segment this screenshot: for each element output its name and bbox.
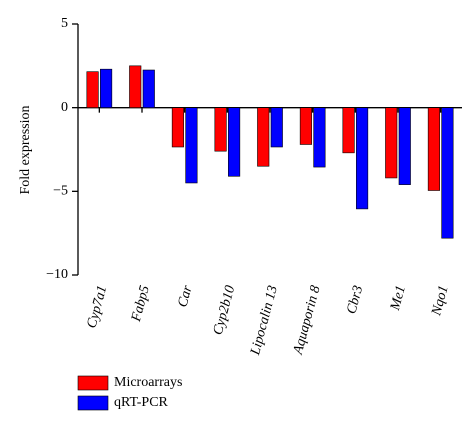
bar bbox=[129, 65, 142, 108]
x-tick-label: Cyp7a1 bbox=[85, 284, 111, 330]
legend-label: qRT-PCR bbox=[114, 395, 169, 410]
bar bbox=[214, 107, 227, 152]
bar bbox=[342, 107, 355, 154]
bar bbox=[100, 68, 113, 108]
x-tick-label: Lipocalin 13 bbox=[248, 284, 281, 358]
y-tick-label: 0 bbox=[61, 100, 68, 115]
bar bbox=[86, 71, 99, 108]
bar bbox=[171, 107, 184, 148]
y-tick-label: 5 bbox=[61, 16, 68, 31]
bar bbox=[313, 107, 326, 168]
x-tick-label: Cyp2b10 bbox=[211, 284, 239, 337]
bar bbox=[427, 107, 440, 191]
bar bbox=[299, 107, 312, 145]
bar bbox=[257, 107, 270, 167]
bar bbox=[385, 107, 398, 179]
x-tick-label: Car bbox=[176, 283, 196, 308]
x-tick-label: Cbr3 bbox=[344, 284, 366, 316]
x-tick-label: Fabp5 bbox=[129, 284, 153, 324]
bar bbox=[228, 107, 241, 177]
x-tick-label: Nqo1 bbox=[429, 284, 452, 318]
y-tick-label: −5 bbox=[53, 184, 68, 199]
legend-label: Microarrays bbox=[114, 375, 182, 390]
bar bbox=[398, 107, 411, 185]
x-tick-label: Aquaporin 8 bbox=[291, 284, 324, 357]
bar bbox=[185, 107, 198, 184]
bar bbox=[356, 107, 369, 210]
x-tick-label: Me1 bbox=[388, 284, 409, 313]
bar bbox=[441, 107, 454, 239]
y-tick-label: −10 bbox=[46, 267, 68, 282]
legend-swatch bbox=[77, 395, 109, 411]
bar bbox=[142, 69, 155, 108]
bar bbox=[270, 107, 283, 148]
legend-swatch bbox=[77, 375, 109, 391]
y-axis-label: Fold expression bbox=[18, 105, 33, 194]
